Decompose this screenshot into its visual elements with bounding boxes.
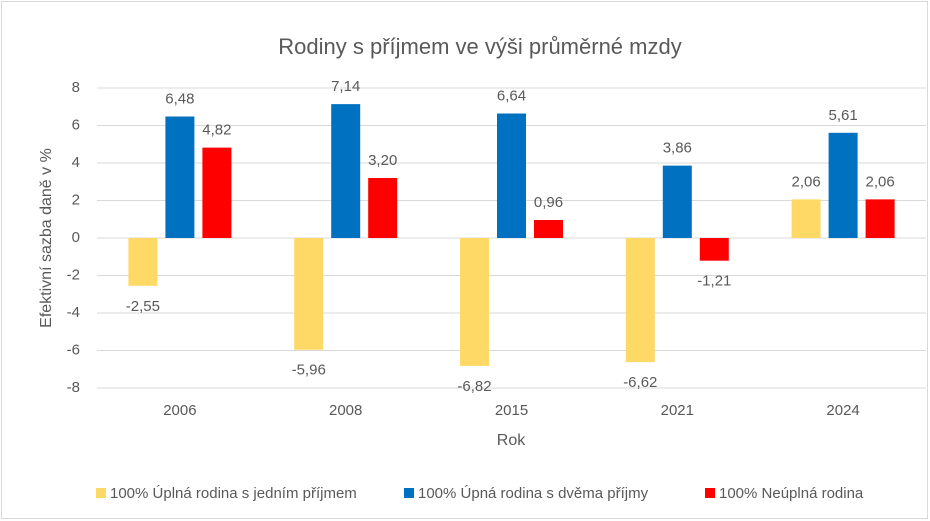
data-label: 3,20: [368, 152, 397, 169]
bar: [165, 116, 195, 238]
data-label: 4,82: [202, 122, 231, 139]
bar: [331, 104, 361, 238]
bar: [294, 238, 324, 350]
y-tick-label: -2: [67, 266, 80, 283]
y-axis-label: Efektivní sazba daně v %: [38, 148, 55, 328]
y-tick-label: -8: [67, 379, 80, 396]
y-tick-label: 2: [72, 191, 80, 208]
bar: [368, 178, 398, 238]
legend-swatch: [705, 488, 715, 498]
y-tick-label: 0: [72, 229, 80, 246]
legend-label: 100% Úplná rodina s jedním příjmem: [110, 485, 357, 502]
bar: [497, 113, 526, 238]
legend-swatch: [96, 488, 106, 498]
data-label: -5,96: [292, 362, 326, 379]
legend-swatch: [404, 488, 414, 498]
x-tick-label: 2015: [495, 402, 528, 419]
x-tick-label: 2021: [661, 402, 694, 419]
data-label: -6,82: [457, 378, 491, 395]
bar: [865, 199, 895, 238]
bar: [460, 238, 489, 366]
y-tick-label: -6: [67, 341, 80, 358]
y-tick-label: 4: [72, 154, 80, 171]
x-axis-label: Rok: [497, 432, 526, 449]
data-label: 2,06: [791, 173, 820, 190]
legend-label: 100% Úpná rodina s dvěma příjmy: [418, 485, 649, 502]
x-tick-label: 2008: [329, 402, 362, 419]
data-label: -6,62: [623, 374, 657, 391]
data-label: 6,64: [497, 87, 526, 104]
bar: [128, 238, 158, 286]
data-label: 5,61: [828, 107, 857, 124]
chart-title: Rodiny s příjmem ve výši průměrné mzdy: [278, 34, 681, 59]
bar: [662, 165, 692, 238]
bar: [828, 132, 858, 238]
x-tick-label: 2024: [826, 402, 859, 419]
bar: [534, 220, 563, 238]
data-label: 7,14: [331, 78, 360, 95]
data-label: 6,48: [165, 90, 194, 107]
bar: [625, 238, 655, 363]
legend-label: 100% Neúplná rodina: [719, 485, 864, 502]
y-tick-label: 8: [72, 79, 80, 96]
y-tick-label: 6: [72, 116, 80, 133]
bar: [699, 238, 729, 261]
bar: [202, 147, 232, 238]
data-label: -1,21: [697, 273, 731, 290]
data-label: 3,86: [663, 140, 692, 157]
data-label: -2,55: [126, 298, 160, 315]
x-tick-label: 2006: [163, 402, 196, 419]
y-tick-label: -4: [67, 304, 80, 321]
data-label: 0,96: [534, 194, 563, 211]
bar: [791, 199, 821, 238]
data-label: 2,06: [865, 173, 894, 190]
